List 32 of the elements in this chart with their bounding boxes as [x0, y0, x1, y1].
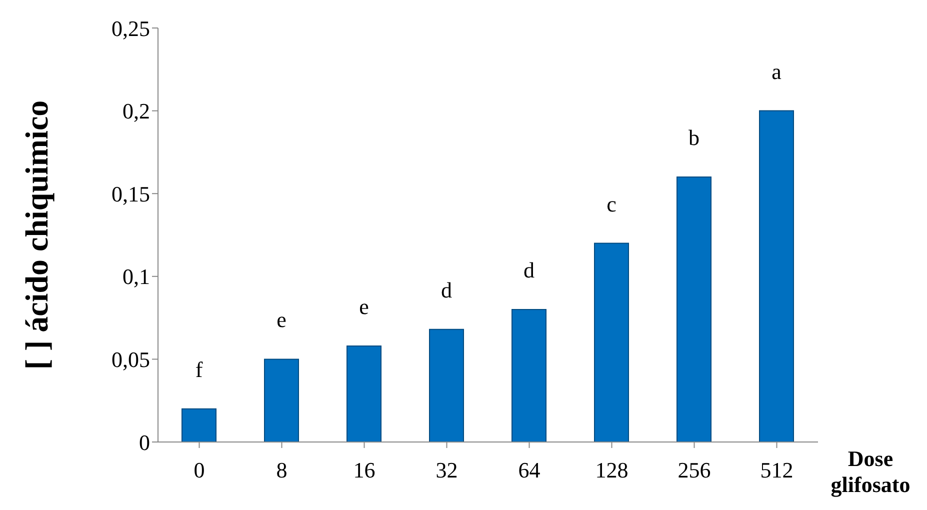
bar [182, 408, 216, 442]
bar [264, 358, 299, 442]
y-tick-label: 0,05 [112, 347, 150, 372]
x-tick-label: 256 [678, 458, 711, 483]
annotation: c [606, 191, 617, 216]
annotation: f [195, 356, 204, 382]
x-tick-label: 16 [353, 458, 376, 483]
bar [512, 309, 546, 442]
y-tick-label: 0 [139, 430, 150, 455]
bar [594, 242, 629, 442]
annotation: e [276, 307, 286, 332]
annotation: e [359, 294, 369, 319]
annotation: b [688, 125, 700, 150]
x-tick-label: 64 [518, 458, 540, 483]
annotation: d [441, 277, 452, 302]
bar [676, 176, 712, 442]
x-tick-label: 32 [436, 458, 458, 483]
x-tick-label: 512 [760, 458, 794, 483]
y-tick-label: 0,2 [122, 98, 150, 124]
y-tick-label: 0,1 [122, 264, 150, 290]
x-tick-label: 128 [595, 458, 628, 483]
annotation: a [772, 58, 782, 84]
x-tick-label: 8 [276, 458, 288, 483]
x-axis-title: Dose glifosato [830, 446, 912, 498]
bar [346, 345, 382, 442]
annotation: d [524, 258, 534, 283]
y-axis-title: [ ] ácido chiquimico [18, 100, 54, 370]
x-tick-label: 0 [194, 458, 205, 483]
y-tick-label: 0,15 [112, 181, 150, 206]
bar [429, 328, 464, 442]
y-tick-label: 0,25 [112, 16, 150, 41]
bar [759, 110, 794, 442]
